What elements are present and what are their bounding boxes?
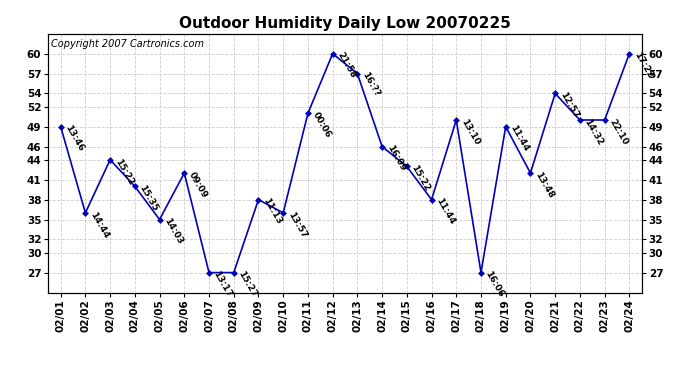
Text: 13:57: 13:57 bbox=[286, 210, 308, 240]
Text: Copyright 2007 Cartronics.com: Copyright 2007 Cartronics.com bbox=[51, 39, 204, 49]
Text: 16:??: 16:?? bbox=[360, 71, 382, 98]
Text: 22:10: 22:10 bbox=[607, 117, 629, 146]
Text: 11:44: 11:44 bbox=[434, 197, 457, 226]
Text: 11:13: 11:13 bbox=[262, 197, 284, 226]
Text: 15:27: 15:27 bbox=[237, 270, 259, 299]
Text: 21:58: 21:58 bbox=[335, 51, 357, 80]
Text: 09:09: 09:09 bbox=[187, 170, 209, 200]
Text: 14:03: 14:03 bbox=[162, 217, 184, 246]
Text: 12:57: 12:57 bbox=[558, 91, 580, 120]
Text: 00:06: 00:06 bbox=[310, 111, 333, 140]
Title: Outdoor Humidity Daily Low 20070225: Outdoor Humidity Daily Low 20070225 bbox=[179, 16, 511, 31]
Text: 16:09: 16:09 bbox=[385, 144, 407, 173]
Text: 17:22: 17:22 bbox=[632, 51, 654, 80]
Text: 13:17: 13:17 bbox=[212, 270, 234, 299]
Text: 15:22: 15:22 bbox=[410, 164, 432, 193]
Text: 13:48: 13:48 bbox=[533, 170, 555, 200]
Text: 14:32: 14:32 bbox=[582, 117, 605, 147]
Text: 15:35: 15:35 bbox=[137, 184, 159, 213]
Text: 14:44: 14:44 bbox=[88, 210, 110, 240]
Text: 13:46: 13:46 bbox=[63, 124, 86, 153]
Text: 16:06: 16:06 bbox=[484, 270, 506, 299]
Text: 13:10: 13:10 bbox=[459, 117, 481, 146]
Text: 15:22: 15:22 bbox=[113, 157, 135, 186]
Text: 11:44: 11:44 bbox=[509, 124, 531, 153]
